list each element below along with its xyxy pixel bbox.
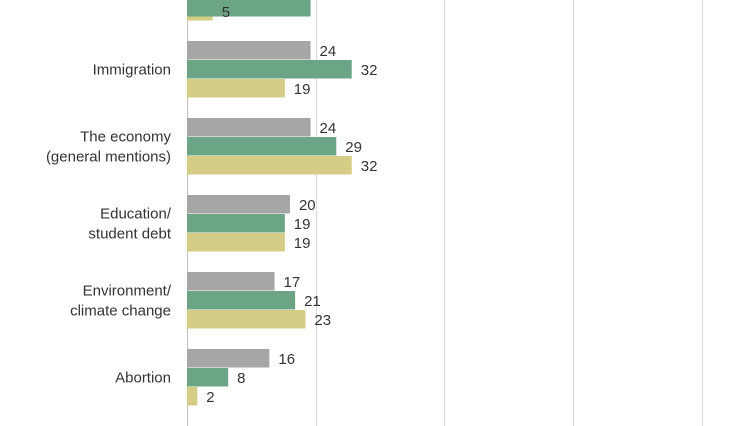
- bar: [187, 368, 229, 387]
- bar: [187, 310, 306, 329]
- category-label: The economy (general mentions): [46, 129, 172, 166]
- bar: [187, 0, 311, 17]
- category-label: Education/student debt: [88, 206, 171, 243]
- bar: [187, 60, 352, 79]
- bar: [187, 233, 285, 252]
- data-label: 29: [345, 139, 362, 156]
- bar: [187, 272, 275, 291]
- bar: [187, 195, 290, 214]
- category-label: Environment/climate change: [70, 283, 172, 320]
- bar: [187, 387, 198, 406]
- bar: [187, 79, 285, 98]
- bar: [187, 349, 270, 368]
- data-label: 19: [294, 81, 311, 98]
- bar: [187, 137, 337, 156]
- labels: 5 24 32 19 Immigration 24 29 32 The economy (gene…: [46, 4, 377, 406]
- data-label: 2: [206, 389, 214, 406]
- bar: [187, 118, 311, 137]
- data-label: 20: [299, 197, 316, 214]
- data-label: 5: [222, 4, 230, 21]
- data-label: 19: [294, 216, 311, 233]
- data-label: 32: [361, 62, 378, 79]
- data-label: 24: [320, 43, 337, 60]
- bar: [187, 214, 285, 233]
- data-label: 19: [294, 235, 311, 252]
- data-label: 21: [304, 293, 321, 310]
- data-label: 8: [237, 370, 245, 387]
- bar: [187, 156, 352, 175]
- data-label: 16: [278, 351, 295, 368]
- category-label: Immigration: [93, 62, 171, 79]
- data-label: 32: [361, 158, 378, 175]
- bars: [187, 0, 352, 406]
- category-label: Abortion: [115, 370, 171, 387]
- data-label: 23: [314, 312, 331, 329]
- bar: [187, 41, 311, 60]
- bar: [187, 291, 296, 310]
- data-label: 24: [320, 120, 337, 137]
- data-label: 17: [284, 274, 301, 291]
